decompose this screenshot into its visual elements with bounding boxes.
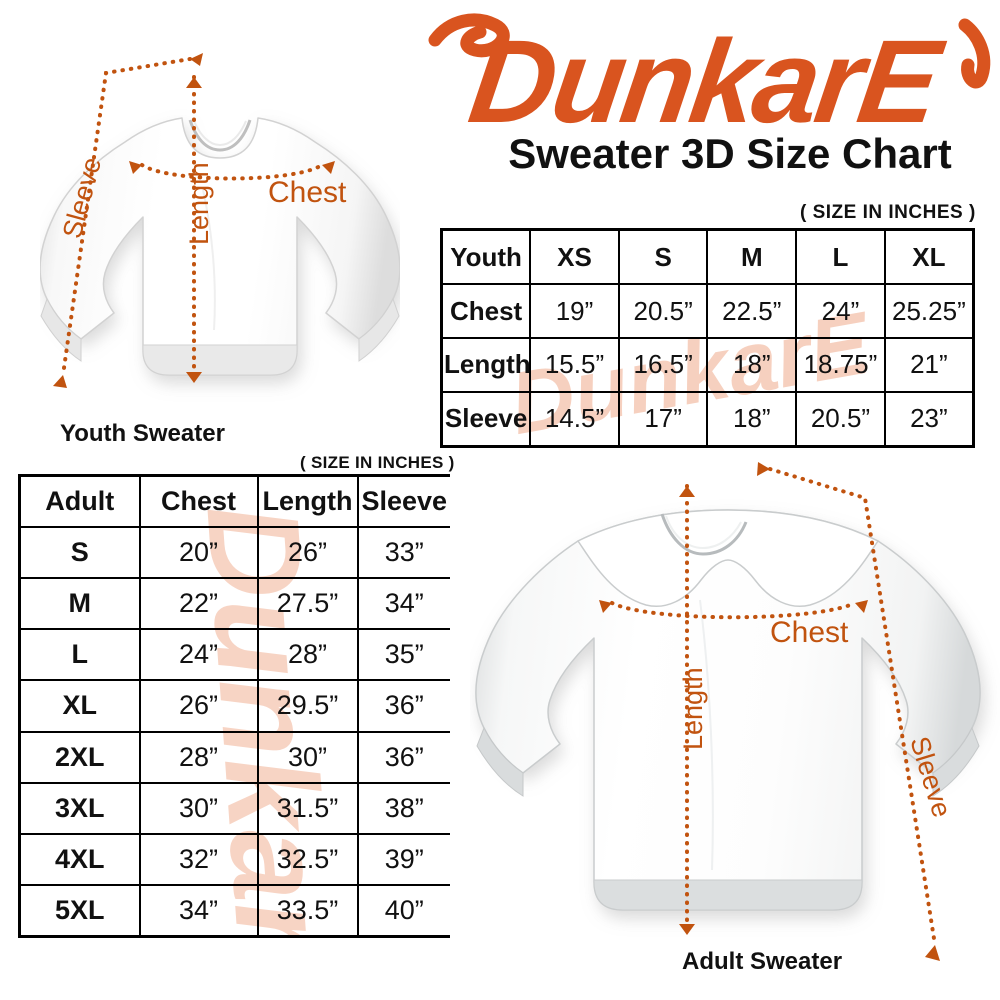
svg-text:Chest: Chest — [770, 616, 849, 649]
svg-text:DunkarE: DunkarE — [462, 17, 952, 148]
svg-text:Chest: Chest — [268, 176, 347, 209]
svg-text:Length: Length — [678, 667, 708, 750]
svg-text:Length: Length — [184, 162, 214, 245]
